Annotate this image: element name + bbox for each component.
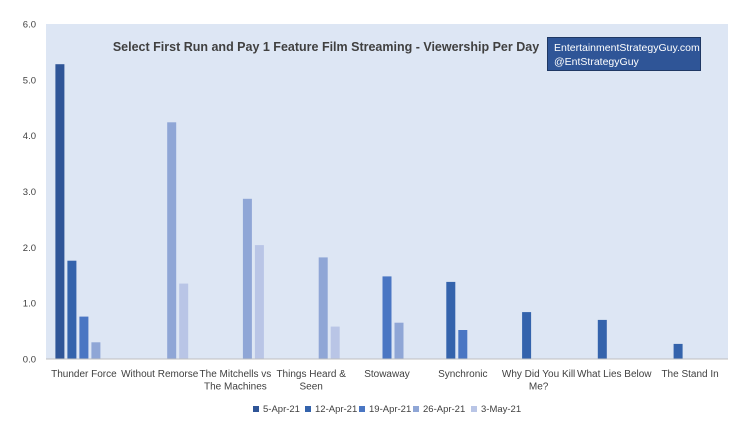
- watermark-site: EntertainmentStrategyGuy.com: [554, 42, 700, 54]
- watermark-box: EntertainmentStrategyGuy.com @EntStrateg…: [547, 37, 701, 71]
- legend-swatch: [359, 406, 365, 412]
- bar: [394, 322, 404, 359]
- legend-label: 5-Apr-21: [263, 404, 300, 415]
- x-tick-label: What Lies Below: [577, 369, 652, 380]
- legend-swatch: [305, 406, 311, 412]
- y-tick-label: 3.0: [23, 187, 36, 198]
- bar: [318, 257, 328, 359]
- bar: [55, 64, 65, 359]
- bar: [446, 281, 456, 359]
- bars: [55, 64, 683, 360]
- bar: [673, 343, 683, 359]
- y-tick-label: 4.0: [23, 131, 36, 142]
- bar: [79, 316, 89, 359]
- y-tick-label: 0.0: [23, 355, 36, 366]
- x-tick-label: Synchronic: [438, 369, 487, 380]
- bar: [522, 312, 532, 359]
- y-tick-label: 2.0: [23, 243, 36, 254]
- x-tick-label: The Mitchells vs: [200, 369, 272, 380]
- bar: [91, 342, 101, 360]
- bar: [330, 326, 340, 359]
- y-axis: 0.0 1.0 2.0 3.0 4.0 5.0 6.0: [23, 20, 36, 366]
- y-tick-label: 1.0: [23, 299, 36, 310]
- bar: [458, 330, 468, 359]
- bar: [254, 245, 264, 359]
- x-tick-label: Seen: [300, 382, 323, 393]
- bar: [179, 283, 189, 359]
- watermark-handle: @EntStrategyGuy: [554, 56, 639, 68]
- chart-title: Select First Run and Pay 1 Feature Film …: [113, 40, 539, 54]
- x-axis: Thunder Force Without Remorse The Mitchell…: [51, 369, 719, 393]
- y-tick-label: 5.0: [23, 75, 36, 86]
- legend-label: 26-Apr-21: [423, 404, 465, 415]
- x-tick-label: Without Remorse: [121, 369, 199, 380]
- legend-label: 19-Apr-21: [369, 404, 411, 415]
- legend-swatch: [413, 406, 419, 412]
- legend-swatch: [253, 406, 259, 412]
- bar: [597, 319, 607, 359]
- x-tick-label: The Machines: [204, 382, 267, 393]
- x-tick-label: Me?: [529, 382, 549, 393]
- x-tick-label: Things Heard &: [276, 369, 346, 380]
- legend-label: 12-Apr-21: [315, 404, 357, 415]
- legend: 5-Apr-21 12-Apr-21 19-Apr-21 26-Apr-21 3-May…: [253, 404, 521, 415]
- x-tick-label: Stowaway: [364, 369, 410, 380]
- bar: [242, 198, 252, 359]
- bar: [167, 122, 177, 359]
- x-tick-label: The Stand In: [661, 369, 718, 380]
- y-tick-label: 6.0: [23, 20, 36, 31]
- legend-swatch: [471, 406, 477, 412]
- x-tick-label: Thunder Force: [51, 369, 117, 380]
- x-tick-label: Why Did You Kill: [502, 369, 575, 380]
- bar: [382, 276, 392, 359]
- bar: [67, 260, 77, 359]
- legend-label: 3-May-21: [481, 404, 521, 415]
